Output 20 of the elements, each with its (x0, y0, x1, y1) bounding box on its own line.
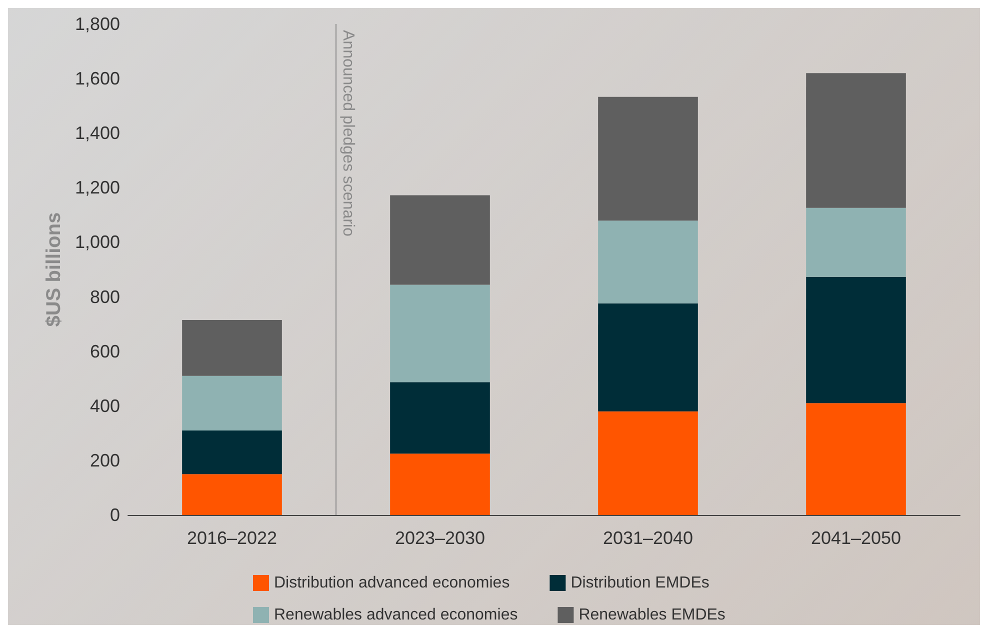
legend-label: Renewables advanced economies (274, 606, 518, 624)
y-tick-label: 1,600 (74, 68, 120, 89)
y-tick-label: 0 (110, 505, 120, 525)
y-tick-label: 200 (90, 450, 120, 470)
y-axis-title: $US billions (43, 212, 66, 327)
y-tick-label: 600 (90, 341, 120, 362)
annotation: Announced pledges scenario (340, 30, 356, 236)
legend-label: Renewables EMDEs (578, 606, 726, 624)
y-tick-label: 1,200 (74, 178, 120, 198)
x-tick-label: 2023–2030 (394, 528, 486, 548)
legend-label: Distribution EMDEs (570, 574, 710, 592)
x-tick-label: 2041–2050 (810, 528, 902, 548)
y-tick-label: 1,000 (74, 232, 120, 252)
y-tick-label: 1,800 (74, 14, 120, 34)
legend-label: Distribution advanced economies (274, 574, 510, 592)
y-tick-label: 400 (90, 396, 120, 416)
x-tick-label: 2031–2040 (602, 528, 694, 548)
y-tick-label: 1,400 (74, 123, 120, 144)
x-tick-label: 2016–2022 (186, 528, 278, 548)
y-tick-label: 800 (90, 286, 120, 307)
